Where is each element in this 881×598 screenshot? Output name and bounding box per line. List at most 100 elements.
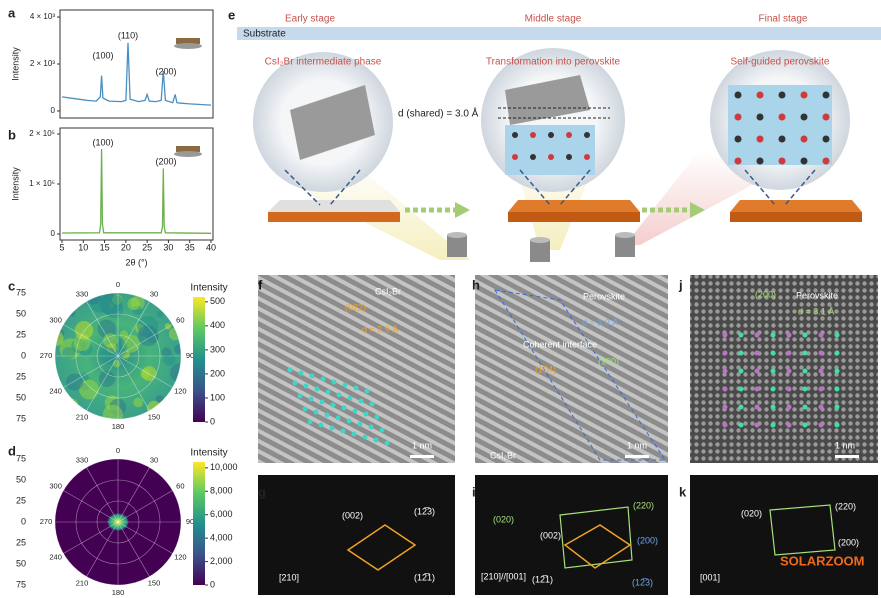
atom-overlay	[336, 392, 342, 398]
atom-overlay	[770, 422, 776, 428]
atom-overlay	[802, 386, 808, 392]
atom-overlay	[834, 350, 840, 356]
label: CsI₂Br	[490, 450, 516, 460]
colorbar-tick-label: 8,000	[210, 486, 233, 496]
colorbar-tick-label: 500	[210, 296, 225, 306]
fft-image	[475, 475, 668, 595]
polar-spoke	[117, 355, 150, 411]
scale-bar	[410, 455, 434, 458]
panel-label: c	[8, 278, 15, 293]
atom-overlay	[770, 368, 776, 374]
atom-overlay	[722, 350, 728, 356]
atom	[756, 91, 764, 99]
fft-cell	[563, 524, 632, 569]
colorbar-tick-label: 4,000	[210, 533, 233, 543]
atom-overlay	[754, 368, 760, 374]
source	[530, 237, 550, 243]
instrument-icon	[174, 151, 202, 157]
angle-label: 300	[49, 315, 62, 324]
heatmap-blob	[79, 379, 99, 400]
atom-overlay	[369, 401, 375, 407]
panel-label: j	[678, 277, 683, 292]
angle-label: 0	[116, 280, 120, 289]
atom	[512, 154, 518, 160]
label: (020)	[741, 508, 762, 518]
atom-overlay	[738, 350, 744, 356]
polar-spoke	[117, 467, 150, 523]
atom-overlay	[309, 373, 315, 379]
scale-bar	[625, 455, 649, 458]
heatmap-blob	[60, 297, 70, 307]
panel-label: h	[472, 277, 480, 292]
label: (12̅3)	[414, 506, 435, 516]
plot-frame	[59, 127, 214, 241]
atom	[530, 154, 536, 160]
atom-overlay	[818, 350, 824, 356]
x-tick-label: 15	[100, 242, 110, 252]
x-tick-label: 40	[206, 242, 216, 252]
atom	[734, 135, 742, 143]
atom	[584, 132, 590, 138]
zoom-line	[284, 169, 321, 206]
atom-overlay	[292, 380, 298, 386]
radial-label: 50	[16, 392, 26, 402]
atom	[822, 135, 830, 143]
colorbar-tick-label: 300	[210, 344, 225, 354]
heatmap-blob	[140, 368, 151, 379]
atom	[584, 154, 590, 160]
radial-label: 25	[16, 537, 26, 547]
atom-overlay	[818, 422, 824, 428]
angle-label: 210	[76, 412, 89, 421]
atom	[756, 113, 764, 121]
atom-overlay	[770, 386, 776, 392]
label: 1 nm	[627, 440, 647, 450]
fft-image	[690, 475, 878, 595]
polar-spoke	[86, 521, 119, 577]
polar-spoke	[117, 355, 173, 388]
atom-overlay	[331, 379, 337, 385]
colorbar-title: Intensity	[190, 283, 227, 294]
atom-overlay	[834, 368, 840, 374]
atom-overlay	[329, 425, 335, 431]
atom-overlay	[374, 414, 380, 420]
heatmap-blob	[162, 353, 176, 366]
atom	[800, 113, 808, 121]
heatmap-blob	[156, 310, 163, 318]
atom	[548, 132, 554, 138]
label: 1 nm	[412, 440, 432, 450]
atom	[566, 154, 572, 160]
polar-spoke	[117, 521, 150, 577]
stage-title: Final stage	[759, 14, 808, 25]
angle-label: 330	[76, 455, 89, 464]
panel-label: f	[258, 277, 263, 292]
polar-spoke	[63, 521, 119, 554]
y-tick-label: 2 × 10³	[30, 59, 55, 68]
atom-overlay	[307, 419, 313, 425]
atom	[756, 135, 764, 143]
scale-bar	[835, 455, 859, 458]
atom-overlay	[353, 385, 359, 391]
angle-label: 150	[148, 578, 161, 587]
label: (002)	[342, 510, 363, 520]
polar-spoke	[117, 521, 173, 554]
atom	[822, 157, 830, 165]
atom	[778, 113, 786, 121]
angle-label: 30	[150, 455, 158, 464]
atom-overlay	[722, 422, 728, 428]
slab-top	[730, 200, 862, 212]
angle-label: 90	[186, 351, 194, 360]
label: (200)	[598, 356, 619, 366]
source	[447, 235, 467, 257]
atom-overlay	[302, 406, 308, 412]
panel-label: i	[472, 484, 476, 499]
label: (220)	[835, 501, 856, 511]
angle-label: 240	[49, 386, 62, 395]
label: CsI₂Br	[375, 286, 401, 296]
atom-overlay	[319, 399, 325, 405]
atom-overlay	[364, 388, 370, 394]
label: Coherent interface	[523, 339, 597, 349]
atom-overlay	[786, 404, 792, 410]
atom-overlay	[754, 386, 760, 392]
atom-overlay	[786, 368, 792, 374]
polar-spoke	[117, 324, 173, 357]
